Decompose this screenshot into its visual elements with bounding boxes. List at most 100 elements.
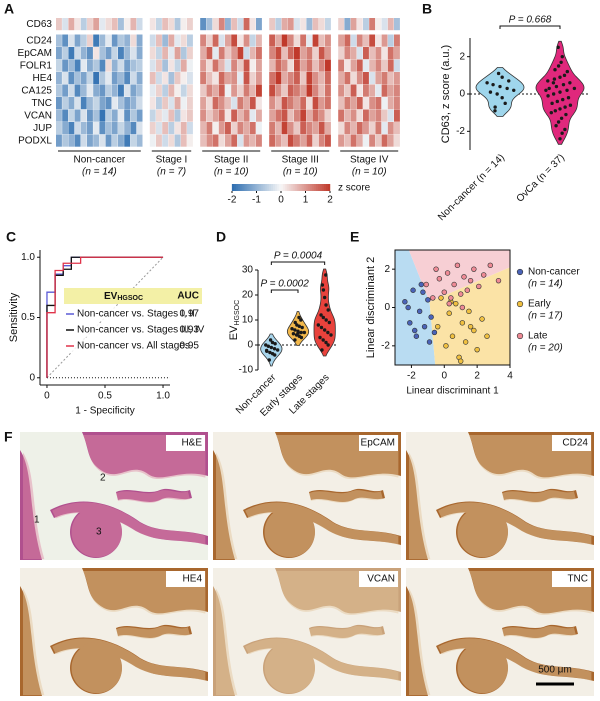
- heatmap-cell: [338, 97, 345, 110]
- heatmap-cell: [118, 134, 124, 147]
- data-point: [270, 340, 275, 345]
- x-tick-label: 4: [507, 371, 513, 382]
- heatmap-cell: [174, 109, 181, 122]
- heatmap-cell: [93, 47, 100, 60]
- heatmap-cell: [74, 134, 81, 147]
- heatmap-cell: [62, 47, 69, 60]
- data-point: [562, 73, 567, 78]
- data-point: [559, 116, 564, 120]
- heatmap-cell: [344, 134, 351, 147]
- heatmap-cell: [338, 72, 345, 85]
- panel-label: E: [350, 229, 359, 245]
- heatmap-cell: [381, 134, 388, 147]
- y-tick-label: 0: [459, 89, 465, 100]
- heatmap-cell: [218, 34, 225, 47]
- heatmap-cell: [281, 122, 288, 135]
- heatmap-cell: [369, 122, 376, 135]
- heatmap-cell: [99, 18, 106, 31]
- data-point: [493, 109, 497, 113]
- colorbar-step: [324, 184, 327, 191]
- heatmap-cell: [206, 59, 213, 72]
- group-label: Non-cancer: [74, 155, 126, 166]
- heatmap-cell: [300, 18, 307, 31]
- data-point: [553, 109, 558, 113]
- heatmap-cell: [281, 134, 288, 147]
- data-point: [495, 92, 499, 96]
- colorbar-step: [284, 184, 288, 191]
- heatmap-cell: [300, 47, 307, 60]
- heatmap-cell: [62, 34, 69, 47]
- heatmap-cell: [105, 34, 112, 47]
- heatmap-cell: [174, 122, 181, 135]
- heatmap-cell: [243, 84, 250, 97]
- x-tick-label: OvCa (n = 37): [515, 152, 567, 204]
- data-point: [563, 127, 567, 132]
- heatmap-cell: [237, 84, 244, 97]
- heatmap-cell: [387, 109, 394, 122]
- data-point: [431, 329, 438, 336]
- heatmap-cell: [62, 109, 69, 122]
- data-point: [467, 323, 474, 330]
- heatmap-cell: [99, 34, 106, 47]
- heatmap-cell: [325, 122, 331, 135]
- data-point: [459, 320, 466, 326]
- heatmap-cell: [212, 47, 219, 60]
- heatmap-cell: [162, 72, 169, 85]
- violin: [286, 311, 310, 346]
- row-label: PODXL: [18, 135, 52, 146]
- heatmap-cell: [381, 122, 388, 135]
- heatmap-cell: [275, 34, 282, 47]
- p-value: P = 0.0002: [261, 279, 310, 290]
- heatmap-cell: [249, 34, 256, 47]
- group-n: (n = 7): [157, 167, 186, 178]
- heatmap-cell: [162, 97, 169, 110]
- heatmap-cell: [381, 47, 388, 60]
- colorbar-step: [318, 184, 321, 191]
- data-point: [466, 308, 472, 315]
- colorbar-step: [253, 184, 256, 191]
- heatmap-cell: [105, 47, 112, 60]
- heatmap-cell: [187, 97, 193, 110]
- y-tick-label: 0: [247, 340, 253, 351]
- heatmap-cell: [350, 34, 357, 47]
- heatmap-cell: [218, 84, 225, 97]
- heatmap-cell: [180, 18, 187, 31]
- heatmap-cell: [318, 109, 325, 122]
- data-point: [324, 303, 328, 307]
- violin: [260, 333, 283, 367]
- colorbar-step: [296, 184, 299, 191]
- data-point: [547, 86, 551, 91]
- heatmap-cell: [231, 84, 238, 97]
- heatmap-cell: [375, 59, 382, 72]
- heatmap-cell: [187, 109, 193, 122]
- heatmap-cell: [168, 72, 175, 85]
- legend-marker: [516, 300, 524, 308]
- heatmap-cell: [87, 109, 93, 122]
- significance-bracket: [270, 289, 299, 293]
- heatmap-cell: [294, 84, 300, 97]
- panel-label: D: [216, 229, 226, 245]
- heatmap-cell: [269, 72, 276, 85]
- data-point: [544, 88, 548, 92]
- heatmap-cell: [249, 122, 256, 135]
- heatmap-cell: [256, 122, 262, 135]
- data-point: [407, 320, 413, 326]
- heatmap-cell: [162, 134, 169, 147]
- heatmap-cell: [105, 109, 112, 122]
- heatmap-cell: [369, 34, 376, 47]
- heatmap-cell: [105, 134, 112, 147]
- heatmap-cell: [62, 134, 69, 147]
- heatmap-cell: [318, 122, 325, 135]
- heatmap-cell: [111, 59, 118, 72]
- heatmap-cell: [180, 59, 187, 72]
- heatmap-cell: [218, 18, 225, 31]
- heatmap-cell: [174, 18, 181, 31]
- colorbar-step: [300, 184, 303, 191]
- violin: [475, 67, 525, 117]
- micrograph: VCAN: [213, 568, 401, 696]
- heatmap-cell: [80, 59, 87, 72]
- data-point: [321, 288, 326, 292]
- heatmap-cell: [356, 72, 363, 85]
- heatmap-cell: [394, 84, 400, 97]
- heatmap-cell: [312, 134, 319, 147]
